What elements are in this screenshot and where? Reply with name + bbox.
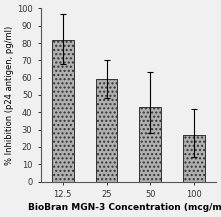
Bar bbox=[95, 79, 118, 182]
Bar bbox=[139, 107, 161, 182]
X-axis label: BioBran MGN-3 Concentration (mcg/ml): BioBran MGN-3 Concentration (mcg/ml) bbox=[28, 203, 221, 212]
Bar bbox=[52, 39, 74, 182]
Bar bbox=[183, 135, 205, 182]
Y-axis label: % Inhibition (p24 antigen, pg/ml): % Inhibition (p24 antigen, pg/ml) bbox=[5, 25, 14, 165]
